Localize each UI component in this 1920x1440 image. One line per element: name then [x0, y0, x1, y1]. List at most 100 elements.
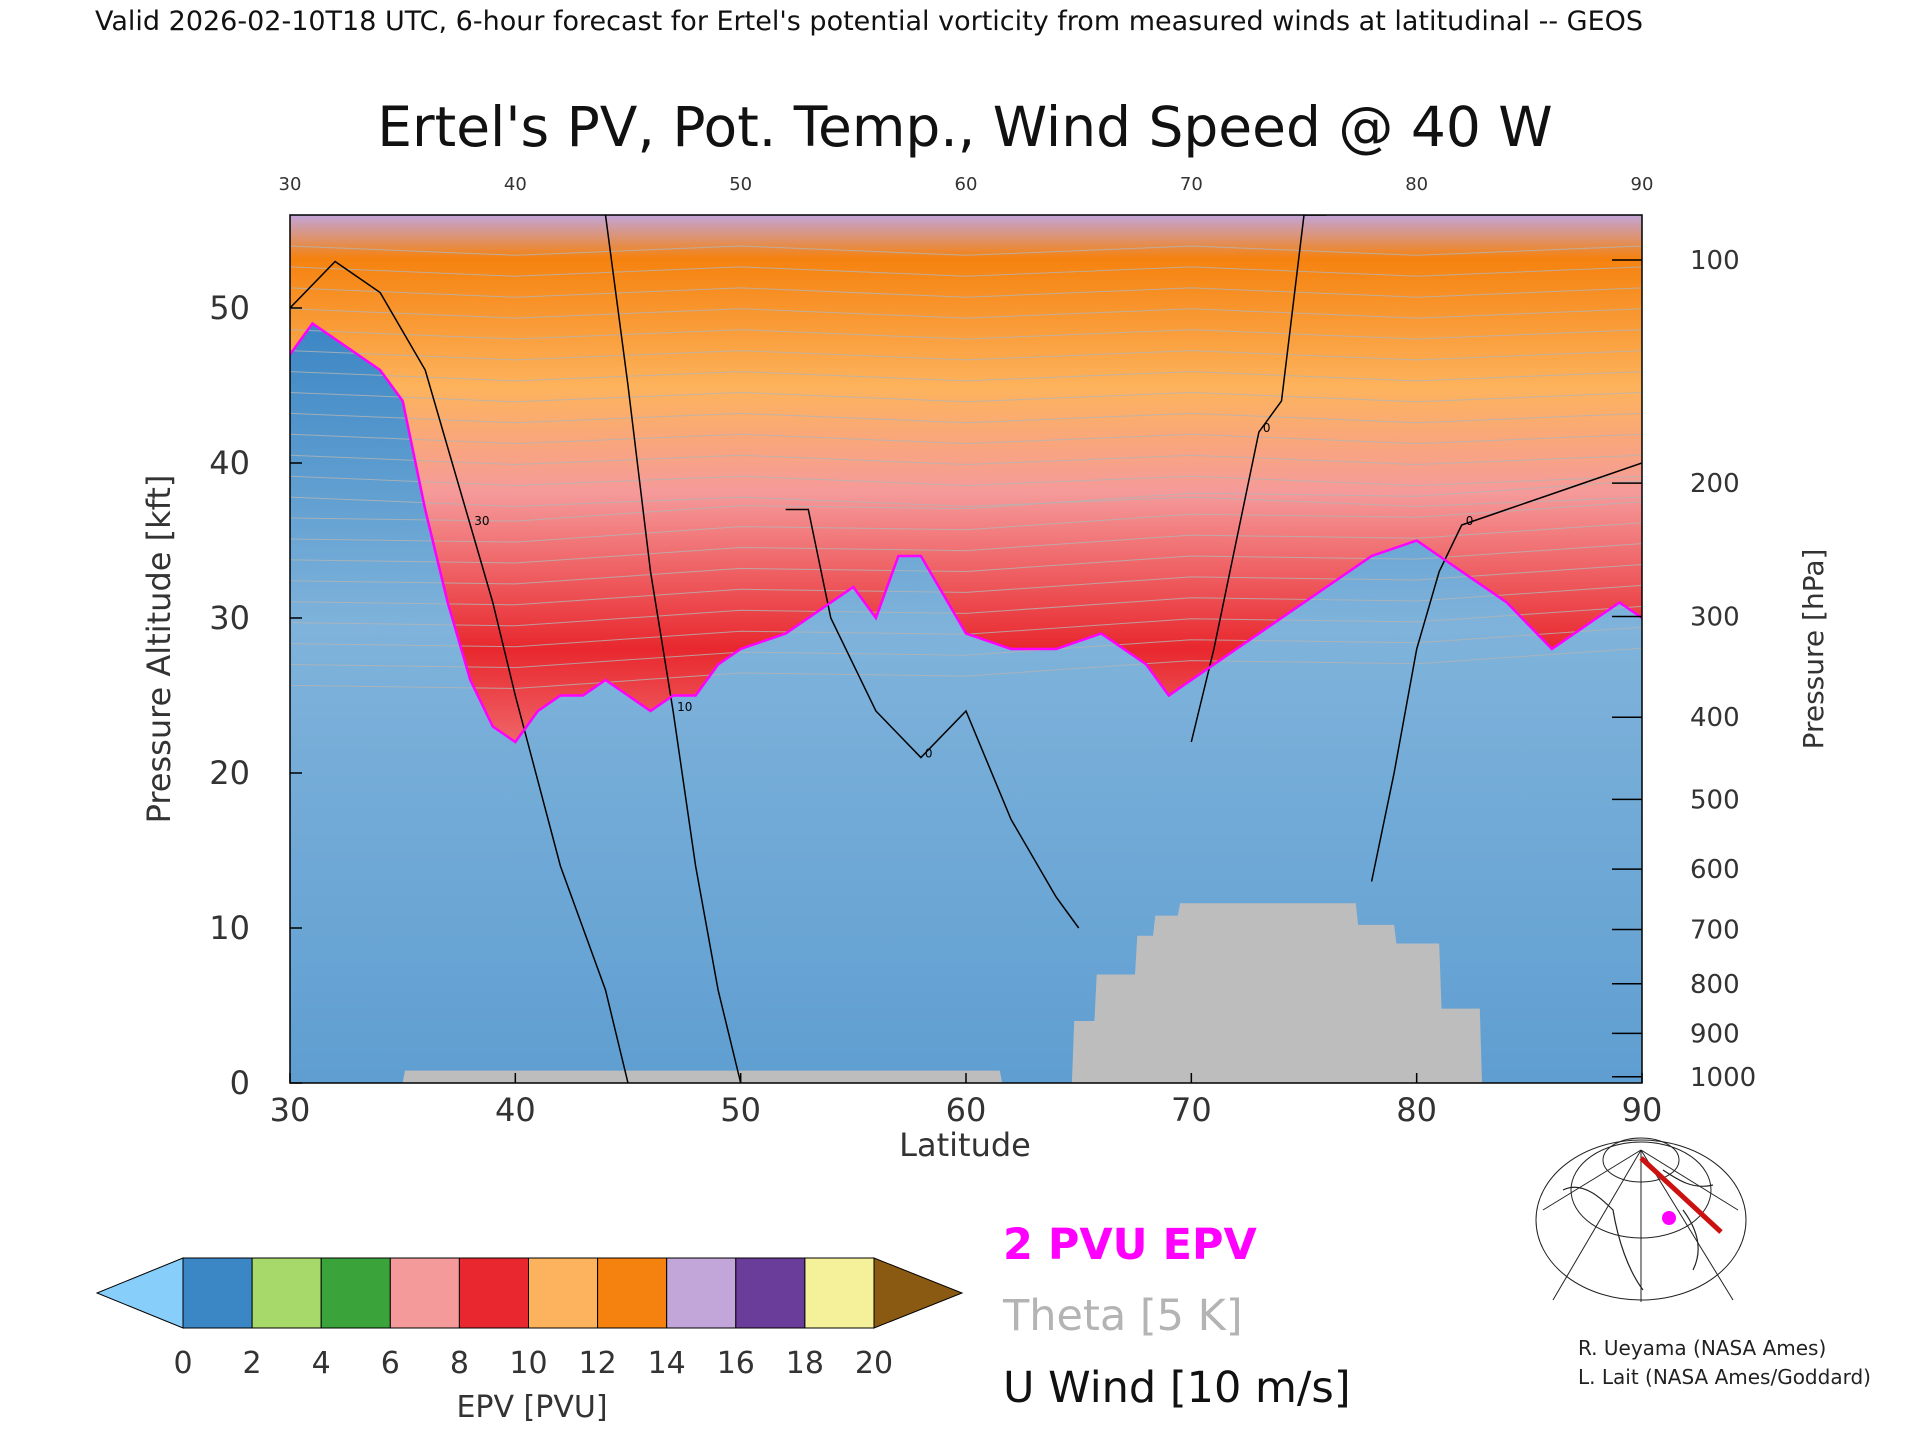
theta-line [290, 501, 1642, 543]
wind-contour [290, 260, 629, 1083]
troposphere-shading [290, 323, 1642, 1083]
colorbar-under-arrow [95, 1257, 184, 1329]
theta-line [290, 371, 1642, 382]
theta-line [290, 543, 1642, 585]
colorbar-over-arrow [873, 1257, 964, 1329]
chart-title: Ertel's PV, Pot. Temp., Wind Speed @ 40 … [377, 95, 1552, 159]
x-tick-label: 60 [946, 1091, 987, 1129]
right-axis-ticks: 100 200 300 400 500 600 700 800 900 1000 [1612, 246, 1756, 1093]
right-tick-label: 300 [1690, 602, 1740, 632]
valid-time-header: Valid 2026-02-10T18 UTC, 6-hour forecast… [95, 6, 1643, 37]
right-tick-label: 400 [1690, 703, 1740, 733]
colorbar-tick-label: 20 [855, 1346, 893, 1381]
wind-contour-label: 0 [925, 747, 933, 761]
wind-contour [785, 508, 1080, 929]
theta-line [290, 245, 1642, 256]
colorbar-tick-label: 0 [173, 1346, 192, 1381]
colorbar-band [735, 1257, 806, 1329]
colorbar-band [597, 1257, 668, 1329]
theta-line [290, 564, 1642, 606]
right-axis-label: Pressure [hPa] [1797, 549, 1830, 750]
theta-isentropes [290, 245, 1642, 690]
plot-area: 30 10 0 0 0 [290, 215, 1642, 1083]
top-axis-ticks: 30 40 50 60 70 80 90 [279, 174, 1654, 195]
y-tick-label: 10 [209, 909, 250, 947]
x-axis-label: Latitude [899, 1126, 1031, 1164]
right-tick-label: 700 [1690, 916, 1740, 946]
top-tick-label: 60 [955, 174, 978, 195]
top-tick-label: 30 [279, 174, 302, 195]
legend-theta-label: Theta [5 K] [1002, 1291, 1243, 1341]
x-axis-ticks: 30 40 50 60 70 80 90 [270, 1073, 1663, 1129]
theta-line [290, 391, 1642, 403]
x-tick-label: 30 [270, 1091, 311, 1129]
theta-line [290, 350, 1642, 361]
theta-line [290, 308, 1642, 319]
theta-line [290, 475, 1642, 487]
colorbar-label: EPV [PVU] [456, 1390, 607, 1425]
colorbar-tick-label: 4 [312, 1346, 331, 1381]
wind-contour-label: 30 [474, 514, 489, 528]
theta-line [290, 522, 1642, 564]
theta-line [290, 412, 1642, 424]
colorbar-band [458, 1257, 529, 1329]
x-tick-label: 40 [495, 1091, 536, 1129]
colorbar-tick-label: 2 [243, 1346, 262, 1381]
colorbar: 0 2 4 6 8 10 12 14 16 18 20 [95, 1257, 964, 1381]
terrain-mask [290, 903, 1642, 1083]
credit-line-1: R. Ueyama (NASA Ames) [1578, 1336, 1826, 1360]
theta-line [290, 287, 1642, 298]
locator-map [1535, 1137, 1747, 1302]
right-tick-label: 500 [1690, 785, 1740, 815]
wind-contour [1190, 215, 1327, 743]
right-tick-label: 800 [1690, 970, 1740, 1000]
right-tick-label: 900 [1690, 1019, 1740, 1049]
colorbar-tick-label: 12 [579, 1346, 617, 1381]
wind-contour-label: 0 [1466, 514, 1474, 528]
colorbar-band [528, 1257, 599, 1329]
y-tick-label: 20 [209, 754, 250, 792]
y-tick-label: 0 [230, 1064, 250, 1102]
y-axis-label: Pressure Altitude [kft] [140, 475, 178, 824]
credit-line-2: L. Lait (NASA Ames/Goddard) [1578, 1365, 1871, 1389]
colorbar-band [666, 1257, 737, 1329]
colorbar-band [251, 1257, 322, 1329]
pv-2-tropopause-line [290, 321, 1642, 744]
y-axis-ticks: 0 10 20 30 40 50 [209, 289, 302, 1102]
x-tick-label: 70 [1171, 1091, 1212, 1129]
theta-line [290, 454, 1642, 466]
colorbar-tick-label: 16 [717, 1346, 755, 1381]
top-tick-label: 70 [1180, 174, 1203, 195]
colorbar-band [389, 1257, 460, 1329]
u-wind-contours: 30 10 0 0 0 [290, 215, 1642, 1083]
theta-line [290, 266, 1642, 277]
x-tick-label: 50 [720, 1091, 761, 1129]
top-tick-label: 50 [729, 174, 752, 195]
colorbar-tick-label: 6 [381, 1346, 400, 1381]
theta-line [290, 480, 1642, 522]
right-tick-label: 1000 [1690, 1063, 1756, 1093]
legend-pv-label: 2 PVU EPV [1003, 1220, 1257, 1270]
colorbar-band [182, 1257, 253, 1329]
right-tick-label: 200 [1690, 469, 1740, 499]
top-tick-label: 80 [1405, 174, 1428, 195]
theta-line [290, 329, 1642, 340]
theta-line [290, 584, 1642, 627]
theta-line [290, 433, 1642, 445]
right-tick-label: 600 [1690, 855, 1740, 885]
theta-line [290, 496, 1642, 507]
wind-contour-label: 10 [677, 700, 692, 714]
top-tick-label: 40 [504, 174, 527, 195]
colorbar-tick-label: 8 [450, 1346, 469, 1381]
theta-line [290, 626, 1642, 669]
x-tick-label: 90 [1622, 1091, 1663, 1129]
top-tick-label: 90 [1631, 174, 1654, 195]
wind-contour [1370, 462, 1642, 882]
right-tick-label: 100 [1690, 246, 1740, 276]
y-tick-label: 50 [209, 289, 250, 327]
legend-wind-label: U Wind [10 m/s] [1003, 1363, 1351, 1413]
wind-contour-label: 0 [1263, 421, 1271, 435]
colorbar-tick-label: 14 [648, 1346, 686, 1381]
colorbar-band [320, 1257, 391, 1329]
